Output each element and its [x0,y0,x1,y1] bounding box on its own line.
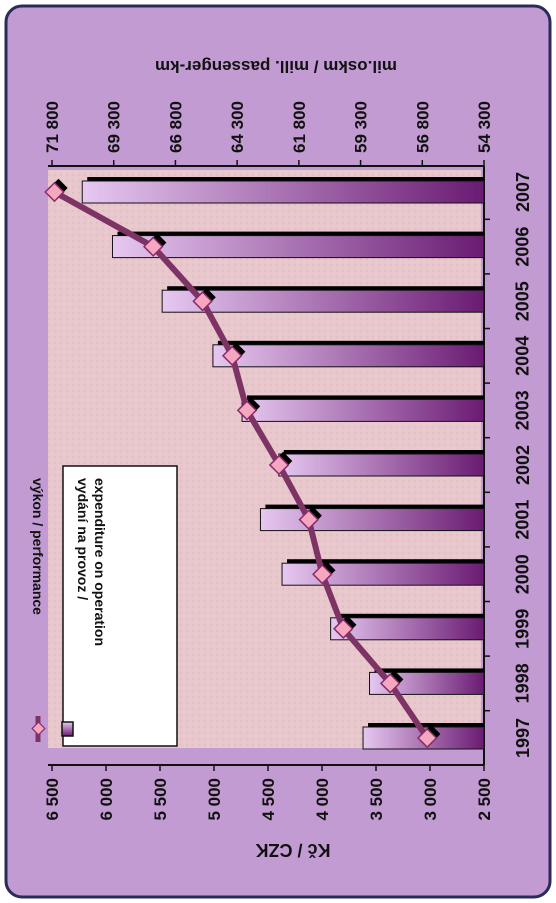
left-axis-title: Kč / CZK [255,840,330,860]
right-axis-title: mil.oskm / mill. passenger-km [155,57,397,76]
category-labels: 1997 1998 1999 2000 2001 2002 2003 2004 2005 2006… [513,172,533,758]
legend-bar-swatch [61,721,74,737]
line-series [44,178,441,749]
bar-2004 [212,344,485,368]
performance-marker-1998 [379,673,401,694]
performance-marker-1999 [333,618,354,640]
bar-2003 [241,398,485,422]
legend-label-expenditure: vydání na provoz / expenditure on operat… [75,478,108,646]
category-label: 1997 [513,718,533,758]
left-axis-tick-label: 2 500 [475,778,494,821]
right-axis-tick-label: 59 300 [352,101,371,153]
right-axis-tick-label: 66 800 [166,101,185,153]
bar-2005 [161,289,485,313]
category-label: 2003 [513,390,533,430]
performance-marker-2001 [298,509,319,530]
bar-2006 [111,235,485,259]
right-axis-tick-label: 54 300 [475,101,494,153]
performance-marker-2000 [312,563,333,585]
left-axis-tick-label: 5 500 [151,778,170,821]
performance-marker-2004 [221,345,243,367]
performance-marker-1997 [416,727,438,749]
bar-series [81,177,485,750]
bar-2002 [278,453,485,477]
performance-marker-2007 [44,181,65,203]
left-axis-tick-label: 5 000 [205,778,224,821]
bar-2007 [81,180,485,204]
right-axis-tick-label: 56 800 [413,101,432,153]
performance-marker-2003 [236,400,258,421]
category-label: 2005 [513,281,533,321]
performance-marker-2005 [192,290,213,312]
legend: vydání na provoz / expenditure on operat… [30,465,178,747]
category-label: 2004 [513,336,533,376]
left-axis-tick-label: 3 500 [367,778,386,821]
left-axis-tick-label: 4 000 [313,778,332,821]
right-axis-tick-label: 71 800 [43,101,62,153]
category-label: 2001 [513,500,533,540]
legend-label-performance: výkon / performance [30,478,46,615]
left-axis-tick-label: 6 000 [97,778,116,821]
category-label: 2007 [513,172,533,212]
right-axis: 54 300 56 800 59 300 61 800 64 300 66 800 69 3… [43,101,494,167]
category-label: 1999 [513,609,533,649]
performance-marker-2002 [268,454,290,476]
left-axis-tick-label: 6 500 [43,778,62,821]
category-label: 1998 [513,663,533,703]
left-axis: 2 500 3 000 3 500 4 000 4 500 5 000 5 500 6 000… [43,764,494,821]
right-axis-tick-label: 61 800 [290,101,309,153]
bar-1999 [330,617,485,641]
left-axis-tick-label: 3 000 [421,778,440,821]
left-axis-tick-label: 4 500 [259,778,278,821]
performance-marker-2006 [142,236,164,257]
legend-marker-icon [31,721,46,736]
category-label: 2000 [513,554,533,594]
legend-box [62,465,178,747]
right-axis-tick-label: 69 300 [105,101,124,153]
category-label: 2006 [513,227,533,267]
bar-2001 [259,508,485,532]
category-label: 2002 [513,445,533,485]
right-axis-tick-label: 64 300 [228,101,247,153]
